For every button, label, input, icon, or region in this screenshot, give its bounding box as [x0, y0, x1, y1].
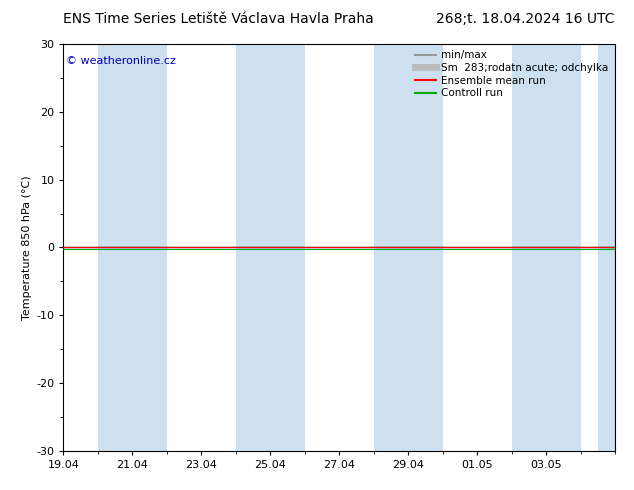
- Text: © weatheronline.cz: © weatheronline.cz: [66, 56, 176, 66]
- Bar: [236, 44, 305, 451]
- Text: ENS Time Series Letiště Václava Havla Praha: ENS Time Series Letiště Václava Havla Pr…: [63, 12, 374, 26]
- Bar: [98, 44, 167, 451]
- Legend: min/max, Sm  283;rodatn acute; odchylka, Ensemble mean run, Controll run: min/max, Sm 283;rodatn acute; odchylka, …: [411, 46, 613, 102]
- Text: 268;t. 18.04.2024 16 UTC: 268;t. 18.04.2024 16 UTC: [436, 12, 615, 26]
- Bar: [598, 44, 615, 451]
- Bar: [373, 44, 443, 451]
- Bar: [512, 44, 581, 451]
- Y-axis label: Temperature 850 hPa (°C): Temperature 850 hPa (°C): [22, 175, 32, 320]
